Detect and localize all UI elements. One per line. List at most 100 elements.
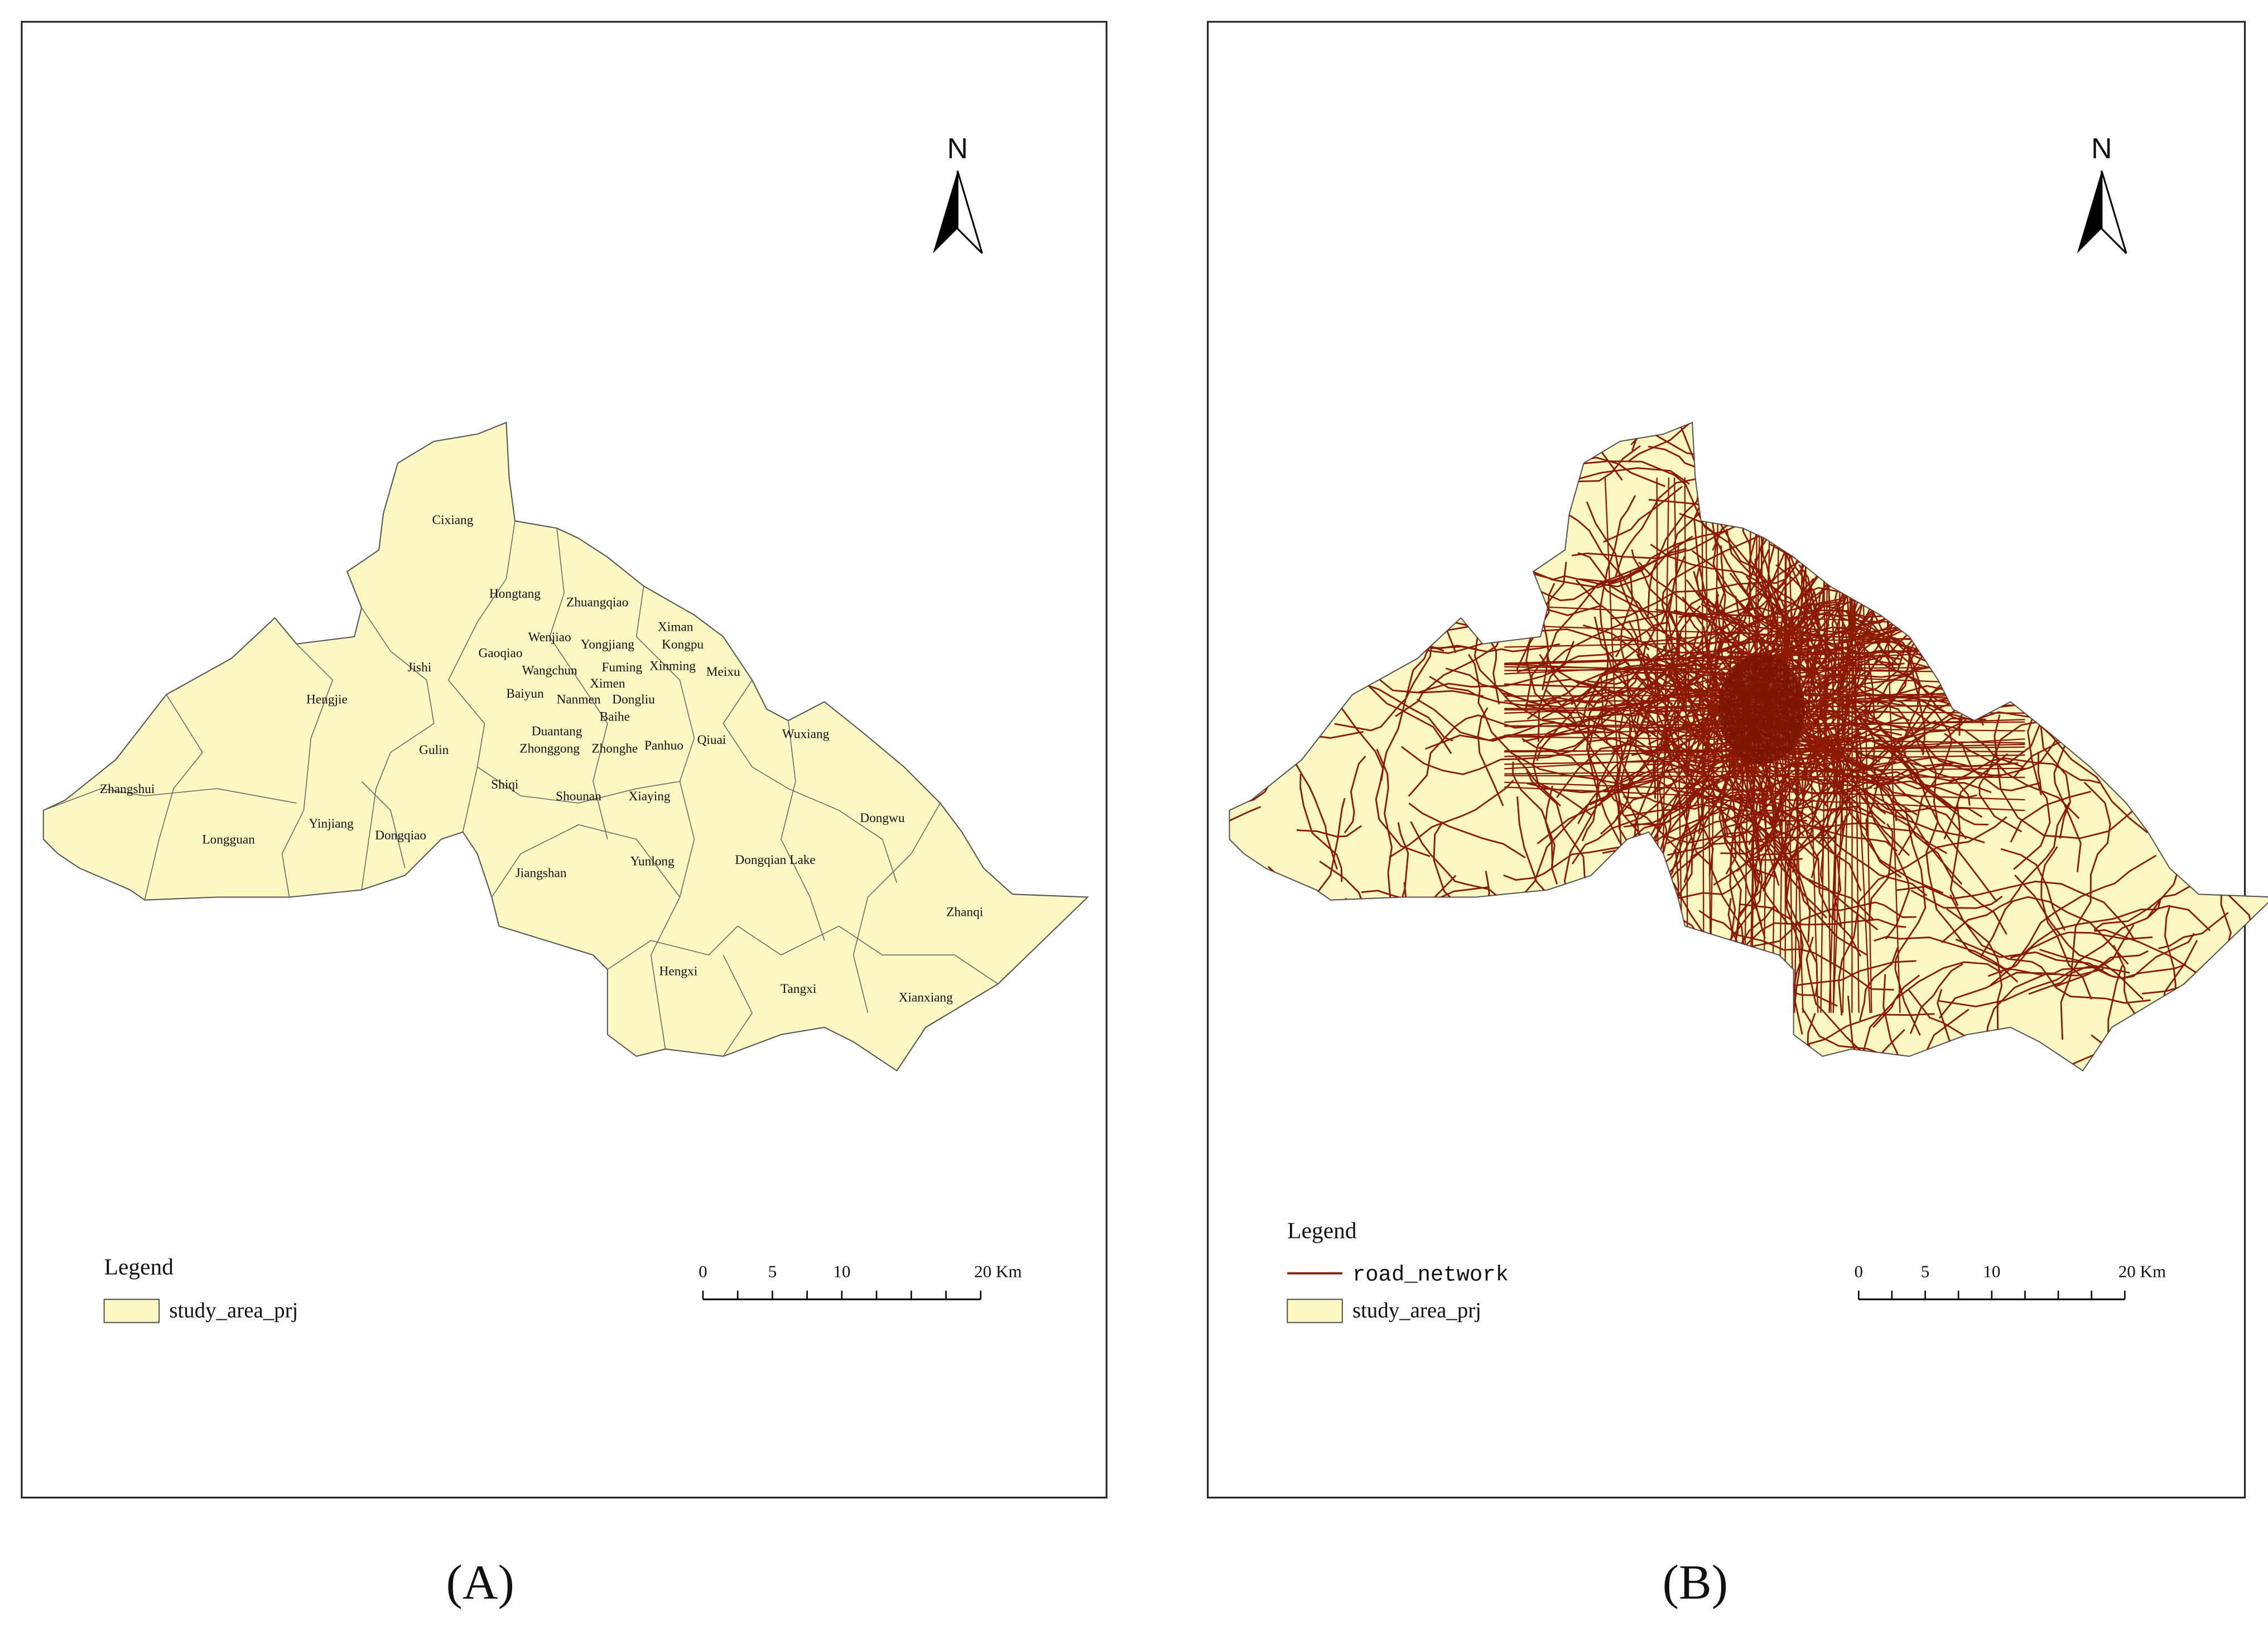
road [1786,477,1804,1013]
district-boundary [491,824,681,1049]
road [1806,753,2009,832]
legend-label: study_area_prj [169,1298,298,1322]
road [2039,717,2072,839]
road [1949,803,1961,906]
place-label: Wuxiang [782,727,830,741]
road [2000,848,2066,931]
legend-title: Legend [104,1253,174,1279]
district-boundary [853,803,941,1013]
road [1923,743,2019,983]
road [1836,641,1891,695]
road [1702,595,1870,657]
place-label: Nanmen [556,692,600,707]
place-label: Baihe [600,709,630,724]
road [1615,621,1669,657]
road [1884,1008,1970,1071]
road [1299,774,1343,882]
place-label: Qiuai [697,733,726,747]
road [1805,603,1880,725]
road [1525,651,1646,707]
place-label: Yongjiang [581,637,634,652]
panel-caption: (B) [1663,1555,1728,1610]
place-label: Zhuangqiao [566,595,628,610]
district-boundary [361,781,406,868]
north-label: N [2091,132,2112,164]
road [1375,638,1433,857]
road [1805,936,1897,1071]
legend-swatch [103,1299,160,1323]
district-boundary [144,694,203,900]
place-label: Xiaying [628,789,670,804]
place-label: Shiqi [491,777,519,792]
road [1681,805,1873,840]
road [1980,896,2129,965]
legend-swatch [1287,1299,1343,1323]
road [1648,445,1713,474]
road [1745,755,1861,957]
road [1563,776,1754,902]
road [1574,467,1690,485]
road [1720,836,1836,855]
place-label: Shounan [556,789,601,804]
place-label: Tangxi [781,982,817,996]
road [1504,781,2025,801]
road [1752,809,1833,859]
road [2038,723,2148,833]
road [1389,780,1514,858]
place-label: Duantang [532,724,582,738]
road [1983,968,2104,1051]
road [1408,803,1526,858]
north-arrow [933,171,958,253]
road [2158,912,2229,949]
scale-label: 0 [1855,1262,1863,1281]
district-boundary [477,766,680,804]
road [1859,974,1920,1071]
road [1344,756,1366,834]
north-label: N [947,132,967,164]
road [1711,516,1726,651]
road [1895,881,2135,940]
road [1848,680,1953,856]
road [1728,918,1906,958]
road [1599,495,1636,694]
road [1638,561,1755,683]
road [1544,785,1553,871]
road [1503,820,1670,881]
place-label: Hengxi [659,964,698,979]
place-label: Zhonghe [591,741,638,756]
place-label: Panhuo [644,738,683,753]
place-label: Wenjiao [528,630,571,645]
road [1768,960,1917,991]
road [1872,961,2003,1028]
road [1720,728,1811,943]
road [1586,501,1650,651]
legend-title: Legend [1287,1217,1357,1243]
place-label: Jiangshan [516,866,567,880]
road [1987,931,2153,977]
road [1624,718,1678,747]
road [1948,757,2100,784]
road [1937,988,2047,1071]
road [1545,652,1631,820]
road [1408,714,1532,797]
panel-caption: (A) [446,1555,514,1610]
road [1748,760,1886,825]
scale-label: 20 Km [2118,1262,2166,1281]
place-label: Dongliu [612,692,655,707]
scale-label: 10 [833,1262,850,1281]
road [1684,477,1689,1013]
road [2054,924,2135,988]
road [1938,899,2161,1007]
place-label: Zhanqi [946,905,984,919]
district-boundary [607,925,999,984]
road [1938,950,2149,1019]
road [1909,963,1963,1034]
legend-label: road_network [1352,1262,1509,1287]
place-label: Longguan [202,833,255,847]
north-arrow [956,170,983,254]
road [1859,947,1899,1021]
road [1861,717,1971,806]
place-label: Ximen [590,676,625,691]
place-label: Wangchun [522,663,578,678]
district-boundary [781,720,825,941]
